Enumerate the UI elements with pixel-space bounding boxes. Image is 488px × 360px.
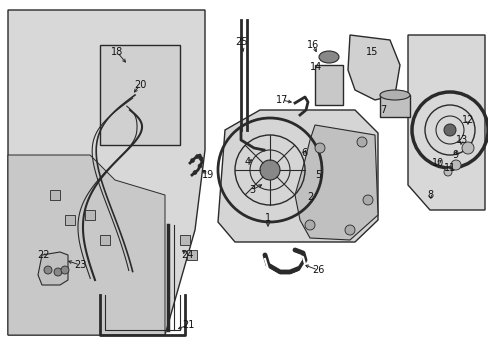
Circle shape [461,142,473,154]
Text: 23: 23 [74,260,86,270]
Text: 13: 13 [455,135,467,145]
Polygon shape [294,125,377,240]
Polygon shape [8,10,204,335]
Circle shape [345,225,354,235]
Text: 26: 26 [311,265,324,275]
Text: 3: 3 [248,185,255,195]
Text: 8: 8 [426,190,432,200]
Circle shape [54,268,62,276]
Text: 1: 1 [264,213,270,223]
Text: 18: 18 [111,47,123,57]
Text: 17: 17 [275,95,287,105]
Circle shape [356,137,366,147]
Bar [379,95,409,117]
Text: 25: 25 [234,37,247,47]
Polygon shape [218,110,377,242]
Circle shape [195,154,199,158]
Polygon shape [8,155,164,335]
Text: 2: 2 [306,192,312,202]
Text: 19: 19 [202,170,214,180]
Text: 12: 12 [461,115,473,125]
Circle shape [362,195,372,205]
Circle shape [61,266,69,274]
Bar [100,45,180,145]
Circle shape [260,160,280,180]
Text: 5: 5 [314,170,321,180]
Bar [100,235,110,245]
Circle shape [443,168,451,176]
Text: 22: 22 [38,250,50,260]
Circle shape [443,124,455,136]
Bar [186,250,197,260]
Text: 16: 16 [306,40,319,50]
Circle shape [199,157,203,161]
Text: 11: 11 [443,163,455,173]
Text: 20: 20 [134,80,146,90]
Bar [85,210,95,220]
Bar [180,235,190,245]
Ellipse shape [379,90,409,100]
Ellipse shape [318,51,338,63]
Text: 7: 7 [379,105,386,115]
Text: 9: 9 [451,150,457,160]
Bar [314,65,342,105]
Circle shape [305,220,314,230]
Text: 15: 15 [365,47,377,57]
Text: 24: 24 [181,250,193,260]
Circle shape [193,171,197,175]
Bar [65,215,75,225]
Circle shape [314,143,325,153]
Text: 10: 10 [431,158,443,168]
Polygon shape [38,252,68,285]
Text: 21: 21 [182,320,194,330]
Polygon shape [347,35,399,100]
Circle shape [190,158,194,162]
Circle shape [450,160,460,170]
Bar [50,190,60,200]
Text: 4: 4 [244,157,250,167]
Circle shape [44,266,52,274]
Circle shape [198,164,202,168]
Text: 14: 14 [309,62,322,72]
Polygon shape [407,35,484,210]
Text: 6: 6 [300,148,306,158]
